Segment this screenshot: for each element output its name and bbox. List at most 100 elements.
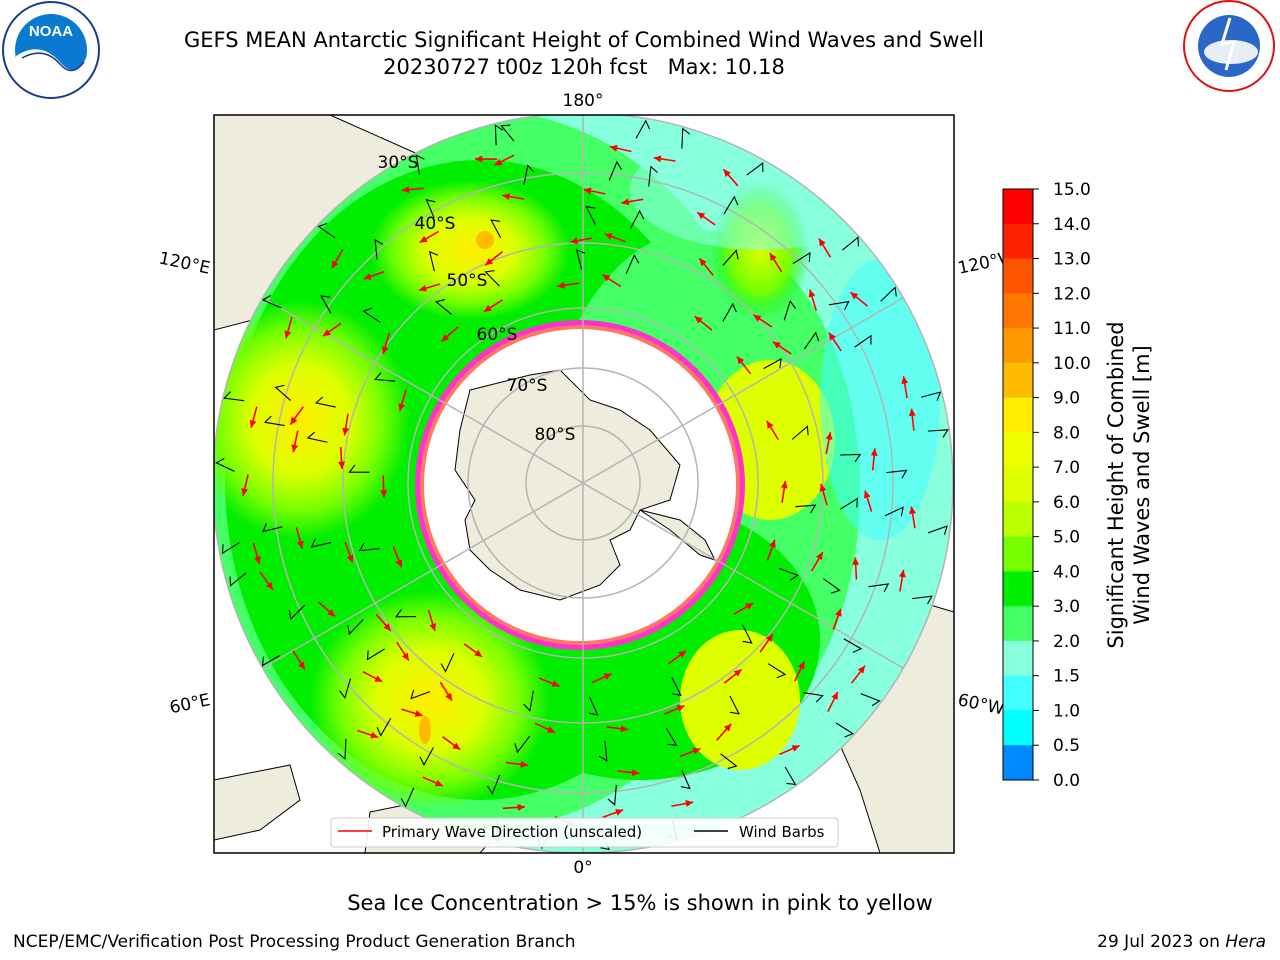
wind-barb bbox=[490, 219, 502, 238]
lat-label-40s: 40°S bbox=[415, 214, 456, 234]
legend: Primary Wave Direction (unscaled) Wind B… bbox=[330, 817, 839, 848]
colorbar-tick-label: 12.0 bbox=[1053, 284, 1091, 304]
wave-direction-arrowhead bbox=[733, 669, 742, 677]
wind-barb bbox=[428, 250, 439, 272]
wind-barb bbox=[927, 429, 949, 438]
wind-barb bbox=[484, 270, 500, 287]
colorbar-swatch bbox=[1003, 571, 1033, 607]
wind-barb bbox=[523, 164, 535, 186]
wave-direction-arrowhead bbox=[609, 144, 618, 152]
wave-direction-arrowhead bbox=[485, 258, 494, 266]
wind-barb bbox=[425, 199, 436, 219]
colorbar-swatch bbox=[1003, 397, 1033, 433]
wave-direction-arrowhead bbox=[429, 623, 437, 632]
wave-direction-arrowhead bbox=[441, 334, 450, 342]
wave-direction-arrowhead bbox=[901, 376, 909, 384]
wind-barb bbox=[840, 453, 862, 463]
wind-barb bbox=[262, 522, 283, 533]
graticule bbox=[262, 115, 904, 853]
colorbar: 15.0 14.0 13.0 12.0 11.0 10.0 9.0 8.0 7.0 6.0 5.0 4… bbox=[1002, 180, 1091, 791]
wave-direction-arrowhead bbox=[835, 608, 842, 617]
wave-direction-arrowhead bbox=[697, 212, 706, 220]
wave-direction-arrowhead bbox=[798, 661, 805, 670]
wave-direction-arrowhead bbox=[620, 725, 629, 733]
wave-direction-arrowhead bbox=[850, 292, 859, 300]
colorbar-tick-label: 1.5 bbox=[1053, 667, 1080, 687]
colorbar-swatch bbox=[1003, 432, 1033, 468]
wave-direction-arrowhead bbox=[363, 273, 372, 280]
wave-direction-arrowhead bbox=[249, 419, 257, 428]
colorbar-swatch bbox=[1003, 501, 1033, 538]
wave-direction-arrowhead bbox=[852, 557, 860, 565]
wave-direction-arrowhead bbox=[766, 420, 774, 429]
wind-barb bbox=[314, 396, 336, 408]
noaa-logo-text: NOAA bbox=[29, 23, 73, 40]
wind-barb bbox=[608, 160, 623, 181]
colorbar-swatch bbox=[1003, 710, 1033, 746]
wind-barb bbox=[648, 165, 658, 187]
lon-label-180: 180° bbox=[563, 91, 604, 111]
nws-logo bbox=[1183, 0, 1275, 92]
wind-barb bbox=[854, 334, 872, 348]
wave-direction-arrowhead bbox=[401, 652, 409, 661]
wave-direction-arrowhead bbox=[284, 330, 292, 339]
wave-direction-arrowhead bbox=[452, 742, 461, 750]
wave-direction-arrowhead bbox=[863, 490, 871, 499]
wave-direction-arrowhead bbox=[551, 680, 560, 687]
wave-direction-arrowhead bbox=[327, 609, 335, 617]
wave-direction-arrowhead bbox=[780, 480, 788, 489]
wave-direction-arrowhead bbox=[631, 769, 640, 777]
wind-barb bbox=[440, 653, 455, 673]
chart-subtitle: 20230727 t00z 120h fcst Max: 10.18 bbox=[383, 55, 785, 79]
wave-direction-arrowhead bbox=[621, 198, 630, 206]
lat-label-70s: 70°S bbox=[507, 376, 548, 396]
map-panel bbox=[214, 115, 954, 853]
wind-barb bbox=[261, 294, 282, 309]
wind-barb bbox=[374, 372, 396, 382]
colorbar-tick-label: 5.0 bbox=[1053, 528, 1080, 548]
wave-direction-arrowhead bbox=[857, 665, 865, 674]
wind-barb bbox=[767, 663, 787, 679]
wind-barb bbox=[843, 638, 863, 653]
wind-barb bbox=[434, 299, 452, 315]
wind-barb bbox=[842, 236, 860, 251]
colorbar-tick-label: 14.0 bbox=[1053, 215, 1091, 235]
africa-land bbox=[214, 764, 301, 841]
wave-direction-arrowhead bbox=[398, 403, 406, 412]
wind-barb bbox=[886, 469, 908, 479]
wind-barb bbox=[840, 497, 859, 510]
wind-barb bbox=[337, 738, 347, 760]
wave-direction-arrowhead bbox=[825, 432, 833, 440]
wave-direction-arrowhead bbox=[419, 284, 427, 292]
wind-barb bbox=[792, 251, 811, 265]
footer-credit: NCEP/EMC/Verification Post Processing Pr… bbox=[13, 932, 576, 952]
wind-barb bbox=[494, 124, 504, 146]
wind-barb bbox=[261, 654, 281, 667]
wave-direction-arrowhead bbox=[483, 304, 492, 312]
wave-direction-arrowhead bbox=[370, 731, 379, 739]
wind-barb bbox=[884, 506, 904, 517]
wave-direction-arrowhead bbox=[816, 552, 823, 561]
wind-barb bbox=[784, 766, 797, 786]
footer-date: 29 Jul 2023 on Hera bbox=[1097, 932, 1266, 952]
wave-direction-arrowhead bbox=[570, 237, 578, 245]
colorbar-label-line1: Significant Height of Combined bbox=[1104, 321, 1128, 648]
wave-direction-arrowhead bbox=[791, 745, 800, 752]
colorbar-swatch bbox=[1003, 675, 1033, 711]
wind-barb bbox=[783, 300, 796, 321]
wave-direction-arrowhead bbox=[615, 809, 624, 816]
wave-direction-arrowhead bbox=[723, 723, 732, 732]
wind-barb bbox=[514, 735, 531, 754]
wind-barb bbox=[306, 431, 328, 443]
wave-direction-arrowhead bbox=[346, 554, 354, 563]
colorbar-tick-label: 4.0 bbox=[1053, 562, 1080, 582]
wind-barb bbox=[400, 787, 415, 808]
wave-direction-arrowhead bbox=[331, 260, 339, 269]
wind-barb bbox=[274, 384, 292, 401]
wave-direction-arrowhead bbox=[694, 316, 703, 324]
wave-direction-arrowhead bbox=[604, 233, 613, 240]
colorbar-tick-label: 15.0 bbox=[1053, 180, 1091, 200]
wave-direction-arrowhead bbox=[831, 691, 838, 700]
wave-direction-arrowhead bbox=[769, 253, 777, 261]
wind-barb bbox=[362, 307, 381, 323]
